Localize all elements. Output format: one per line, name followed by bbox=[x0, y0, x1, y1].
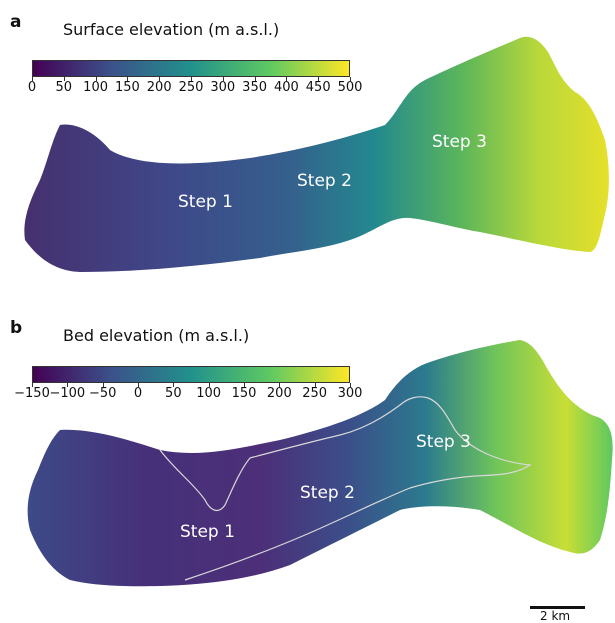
colorbar-tick-label: 300 bbox=[210, 80, 236, 95]
colorbar-tick-label: 300 bbox=[337, 386, 363, 401]
colorbar-tick-mark bbox=[95, 77, 97, 81]
colorbar-tick-label: 50 bbox=[55, 80, 73, 95]
panel-b-step-2-label: Step 2 bbox=[300, 483, 355, 503]
scale-bar bbox=[530, 606, 585, 609]
scale-bar-label: 2 km bbox=[540, 609, 571, 623]
panel-a-letter: a bbox=[10, 12, 22, 32]
colorbar-tick-label: 150 bbox=[114, 80, 140, 95]
colorbar-tick-label: 100 bbox=[196, 386, 222, 401]
colorbar-tick-label: 200 bbox=[146, 80, 172, 95]
colorbar-tick-mark bbox=[314, 383, 316, 387]
colorbar-tick-mark bbox=[63, 77, 65, 81]
colorbar-tick-label: 150 bbox=[231, 386, 257, 401]
colorbar-tick-label: −150 bbox=[14, 386, 50, 401]
colorbar-tick-mark bbox=[159, 77, 161, 81]
colorbar-tick-label: 400 bbox=[273, 80, 299, 95]
surface-glacier-outline bbox=[24, 36, 609, 272]
panel-b-letter: b bbox=[10, 318, 23, 338]
colorbar-tick-label: 250 bbox=[178, 80, 204, 95]
colorbar-tick-mark bbox=[138, 383, 139, 387]
colorbar-tick-mark bbox=[350, 77, 351, 81]
colorbar-tick-mark bbox=[208, 383, 210, 387]
panel-a-step-2-label: Step 2 bbox=[297, 171, 352, 191]
colorbar-tick-mark bbox=[286, 77, 288, 81]
colorbar-tick-mark bbox=[67, 383, 69, 387]
panel-a-colorbar-title: Surface elevation (m a.s.l.) bbox=[63, 20, 280, 39]
colorbar-tick-label: 250 bbox=[302, 386, 328, 401]
surface-elevation-map: Step 1 Step 2 Step 3 bbox=[24, 36, 609, 272]
colorbar-tick-label: 350 bbox=[242, 80, 268, 95]
colorbar-tick-label: 200 bbox=[266, 386, 292, 401]
panel-b-step-3-label: Step 3 bbox=[416, 432, 471, 452]
bed-step-boundary-line bbox=[159, 396, 532, 581]
colorbar-tick-label: 0 bbox=[133, 386, 143, 401]
colorbar-tick-mark bbox=[350, 383, 351, 387]
colorbar-tick-mark bbox=[318, 77, 320, 81]
colorbar-tick-mark bbox=[254, 77, 256, 81]
panel-b-step-1-label: Step 1 bbox=[180, 522, 235, 542]
colorbar-tick-label: 500 bbox=[337, 80, 363, 95]
colorbar-tick-mark bbox=[127, 77, 129, 81]
colorbar-tick-label: 100 bbox=[83, 80, 109, 95]
bed-glacier-outline bbox=[27, 340, 613, 587]
colorbar-tick-mark bbox=[173, 383, 175, 387]
colorbar-tick-mark bbox=[102, 383, 104, 387]
colorbar-tick-label: 450 bbox=[305, 80, 331, 95]
colorbar-tick-mark bbox=[279, 383, 281, 387]
panel-b-colorbar-title: Bed elevation (m a.s.l.) bbox=[63, 326, 250, 345]
colorbar-tick-mark bbox=[244, 383, 245, 387]
panel-b-colorbar bbox=[32, 366, 350, 383]
colorbar-tick-label: −100 bbox=[49, 386, 86, 401]
colorbar-tick-label: 0 bbox=[27, 80, 37, 95]
colorbar-tick-mark bbox=[32, 383, 33, 387]
panel-a-step-3-label: Step 3 bbox=[432, 132, 487, 152]
colorbar-tick-mark bbox=[222, 77, 224, 81]
colorbar-tick-mark bbox=[191, 77, 192, 81]
colorbar-tick-label: 50 bbox=[165, 386, 182, 401]
panel-a-step-1-label: Step 1 bbox=[178, 192, 233, 212]
panel-a-colorbar bbox=[32, 60, 350, 77]
colorbar-tick-mark bbox=[32, 77, 33, 81]
bed-elevation-map: Step 1 Step 2 Step 3 bbox=[27, 340, 613, 587]
colorbar-tick-label: −50 bbox=[88, 386, 117, 401]
